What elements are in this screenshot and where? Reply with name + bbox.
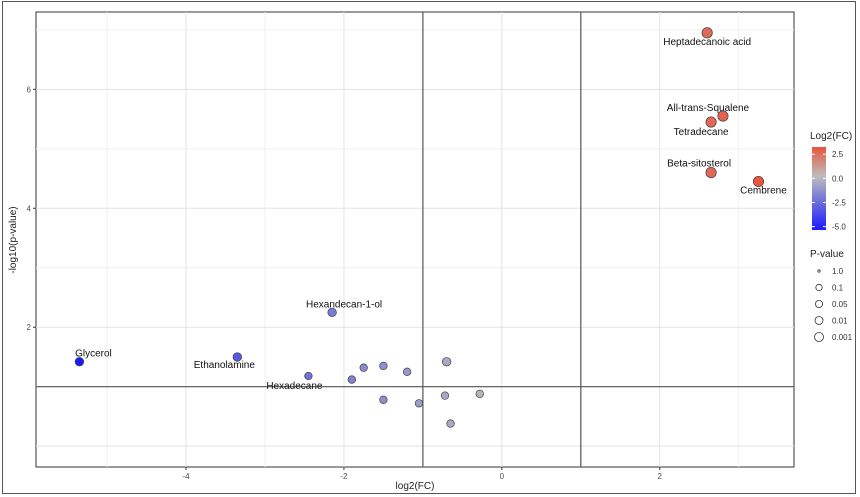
point-label: Beta-sitosterol (667, 159, 731, 170)
size-legend-label: 0.05 (832, 300, 848, 309)
color-legend-ticks: 2.5 0.0 -2.5 -5.0 (812, 150, 846, 232)
data-point (304, 371, 313, 381)
size-legend-symbol (817, 269, 821, 273)
size-legend-label: 0.1 (832, 284, 844, 293)
data-point (752, 175, 765, 188)
color-legend-tick-label: 0.0 (832, 174, 844, 183)
point-label: Glycerol (75, 349, 112, 360)
data-points (74, 27, 765, 428)
data-point (475, 389, 484, 398)
x-tick-label: 2 (658, 472, 663, 481)
color-legend-tick-label: -2.5 (832, 198, 846, 207)
data-point (359, 363, 368, 372)
threshold-lines (36, 12, 794, 467)
y-tick-label: 4 (27, 204, 32, 213)
data-point (379, 361, 388, 371)
size-legend-symbol (815, 299, 824, 308)
point-label: Tetradecane (674, 127, 729, 138)
size-legend-label: 0.01 (832, 317, 848, 326)
x-tick-label: -4 (182, 472, 190, 481)
point-label: Ethanolamine (194, 360, 256, 371)
plot-panel (35, 11, 795, 468)
point-label: Heptadecanoic acid (663, 37, 751, 48)
y-axis-title: -log10(p-value) (8, 206, 19, 273)
size-legend-title: P-value (810, 249, 844, 260)
grid-lines (36, 12, 794, 467)
data-point (441, 357, 452, 367)
data-point (347, 375, 356, 384)
point-labels: Heptadecanoic acid All-trans-Squalene Tetr… (75, 37, 787, 392)
size-legend-entries: 1.0 0.1 0.05 0.01 0.001 (814, 267, 853, 342)
data-point (402, 367, 412, 376)
data-point (717, 110, 729, 122)
data-point (705, 116, 717, 128)
data-point (414, 399, 424, 408)
data-point (701, 27, 713, 39)
size-legend-symbol (814, 316, 824, 325)
y-tick-label: 2 (27, 323, 32, 332)
x-tick-label: 0 (500, 472, 505, 481)
point-label: Hexadecane (266, 381, 323, 392)
y-tick-label: 6 (27, 85, 32, 94)
point-label: All-trans-Squalene (667, 103, 750, 114)
size-legend-label: 0.001 (832, 333, 853, 342)
data-point (705, 167, 717, 179)
data-point (327, 307, 337, 318)
color-legend-title: Log2(FC) (810, 131, 852, 142)
size-legend-symbol (814, 332, 824, 342)
x-axis-title: log2(FC) (396, 481, 435, 492)
size-legend-label: 1.0 (832, 267, 844, 276)
point-label: Cembrene (740, 186, 787, 197)
size-legend-symbol (815, 283, 823, 292)
point-label: Hexandecan-1-ol (306, 299, 382, 310)
data-point (440, 391, 450, 400)
color-legend-tick-label: -5.0 (832, 223, 846, 232)
x-axis-ticks: -4 -2 0 2 (182, 467, 663, 481)
data-point (379, 395, 388, 404)
data-point (446, 419, 455, 428)
x-tick-label: -2 (340, 472, 348, 481)
color-legend-bar (812, 147, 826, 230)
color-legend-tick-label: 2.5 (832, 150, 844, 159)
legend: Log2(FC) 2.5 0.0 -2.5 -5.0 P-value 1.0 0.1 0.… (810, 131, 853, 342)
data-point (74, 357, 85, 367)
y-axis-ticks: 2 4 6 (27, 85, 36, 332)
data-point (232, 352, 242, 362)
